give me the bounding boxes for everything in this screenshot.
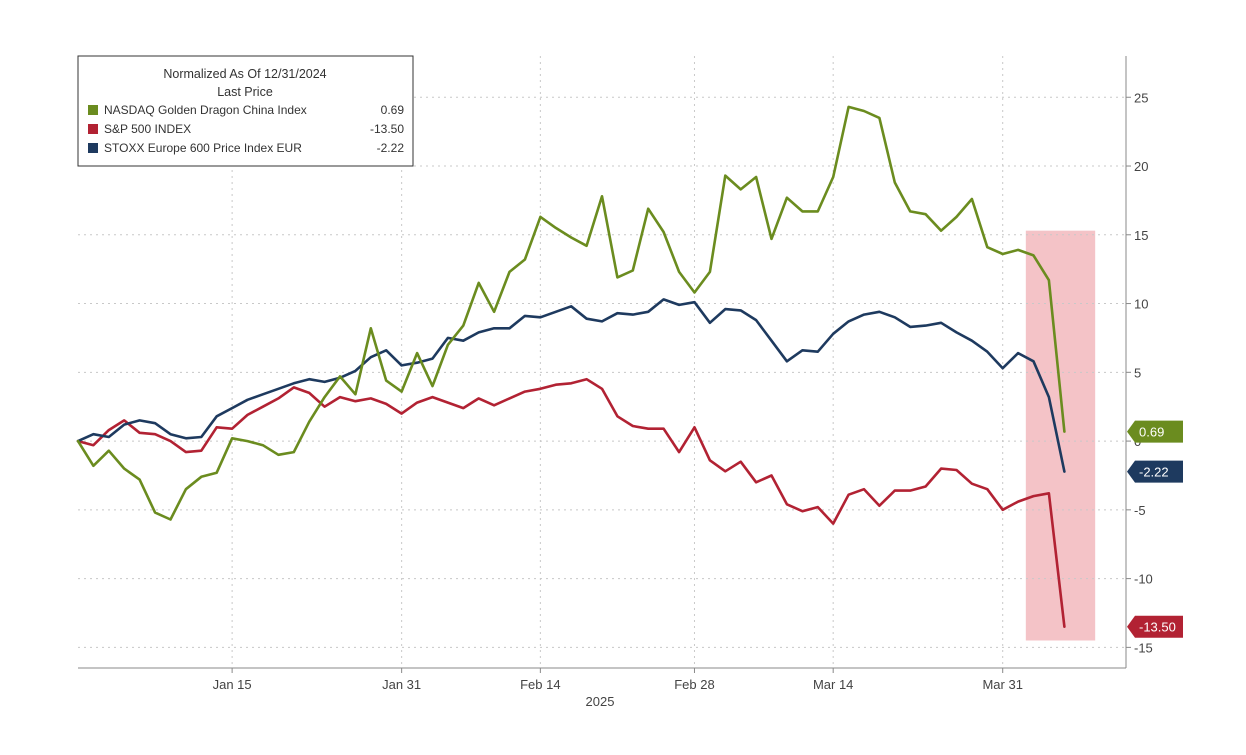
y-tick-label: 25 xyxy=(1134,90,1148,105)
legend-swatch-golden-dragon xyxy=(88,105,98,115)
x-tick-label: Feb 28 xyxy=(674,677,714,692)
last-value-label-1: -13.50 xyxy=(1139,620,1176,635)
legend-swatch-stoxx600 xyxy=(88,143,98,153)
series-line-2 xyxy=(76,298,1066,473)
x-tick-label: Feb 14 xyxy=(520,677,560,692)
series-layer xyxy=(76,105,1066,629)
series-line-1 xyxy=(76,377,1066,629)
highlight-layer xyxy=(1025,230,1096,641)
x-tick-label: Mar 14 xyxy=(813,677,853,692)
x-tick-label: Jan 15 xyxy=(213,677,252,692)
legend-swatch-sp500 xyxy=(88,124,98,134)
legend-title: Normalized As Of 12/31/2024 xyxy=(163,67,326,81)
y-tick-label: -10 xyxy=(1134,572,1153,587)
legend-subtitle: Last Price xyxy=(217,85,273,99)
y-tick-label: -15 xyxy=(1134,640,1153,655)
legend-label-stoxx600: STOXX Europe 600 Price Index EUR xyxy=(104,141,302,155)
last-value-label-0: 0.69 xyxy=(1139,425,1164,440)
last-value-tag-1 xyxy=(1127,615,1183,638)
legend-label-golden-dragon: NASDAQ Golden Dragon China Index xyxy=(104,103,307,117)
x-tick-label: Jan 31 xyxy=(382,677,421,692)
legend-value-golden-dragon: 0.69 xyxy=(381,103,405,117)
last-value-tag-2 xyxy=(1127,460,1183,483)
highlight-band xyxy=(1025,230,1096,641)
y-tick-label: 15 xyxy=(1134,228,1148,243)
legend-value-sp500: -13.50 xyxy=(370,122,404,136)
y-tick-label: -5 xyxy=(1134,503,1146,518)
legend: Normalized As Of 12/31/2024 Last Price N… xyxy=(77,55,414,167)
legend-label-sp500: S&P 500 INDEX xyxy=(104,122,191,136)
x-axis-year-label: 2025 xyxy=(586,694,615,709)
series-line-0 xyxy=(76,105,1066,521)
legend-value-stoxx600: -2.22 xyxy=(377,141,405,155)
last-value-labels: 0.69 -13.50 -2.22 xyxy=(1127,420,1183,638)
last-value-tag-0 xyxy=(1127,420,1183,443)
y-tick-label: 20 xyxy=(1134,159,1148,174)
y-tick-label: 5 xyxy=(1134,365,1141,380)
y-tick-label: 10 xyxy=(1134,297,1148,312)
x-tick-label: Mar 31 xyxy=(982,677,1022,692)
last-value-label-2: -2.22 xyxy=(1139,465,1169,480)
legend-box xyxy=(77,55,414,167)
